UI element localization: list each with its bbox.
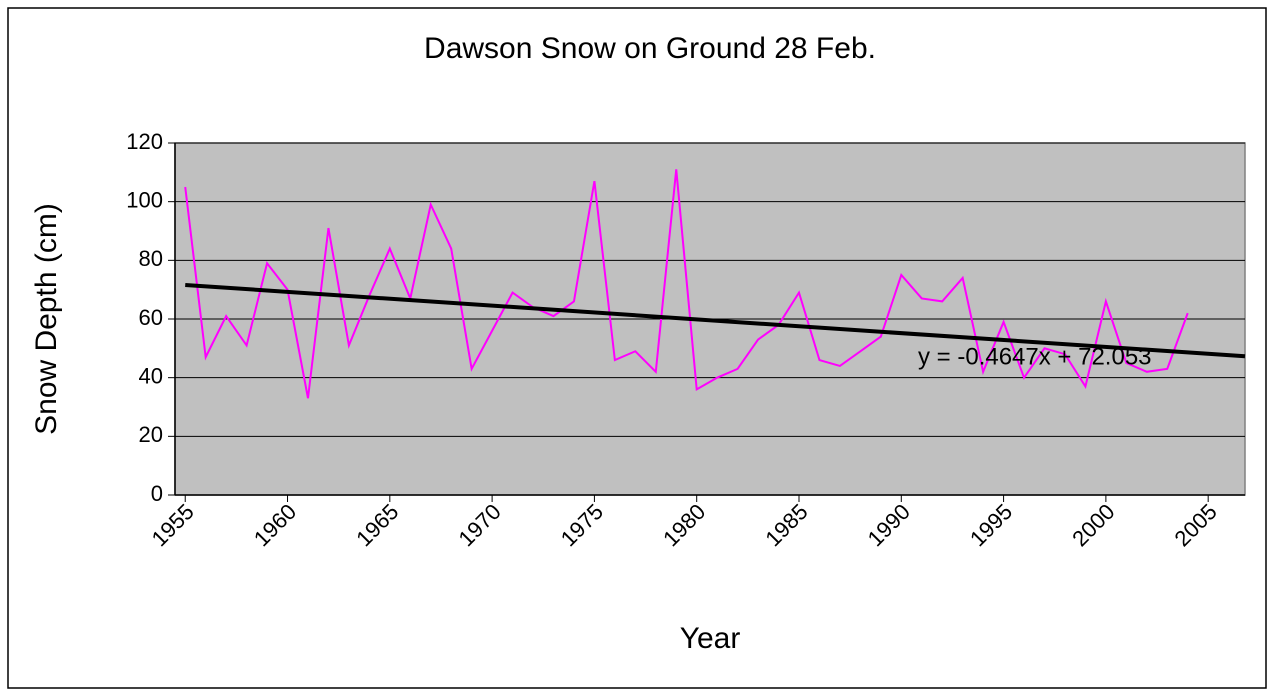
y-axis-label: Snow Depth (cm) [30, 203, 63, 435]
x-axis-label: Year [680, 622, 741, 655]
y-tick-label: 120 [126, 129, 163, 154]
trendline [185, 282, 1246, 359]
data-line [184, 169, 1189, 399]
y-tick-label: 60 [139, 305, 163, 330]
trendline-label: y = -0.4647x + 72.053 [918, 343, 1152, 370]
y-tick-label: 0 [151, 481, 163, 506]
y-tick-label: 80 [139, 246, 163, 271]
chart-title: Dawson Snow on Ground 28 Feb. [424, 32, 876, 65]
y-tick-label: 40 [139, 363, 163, 388]
y-tick-label: 100 [126, 187, 163, 212]
y-tick-label: 20 [139, 422, 163, 447]
